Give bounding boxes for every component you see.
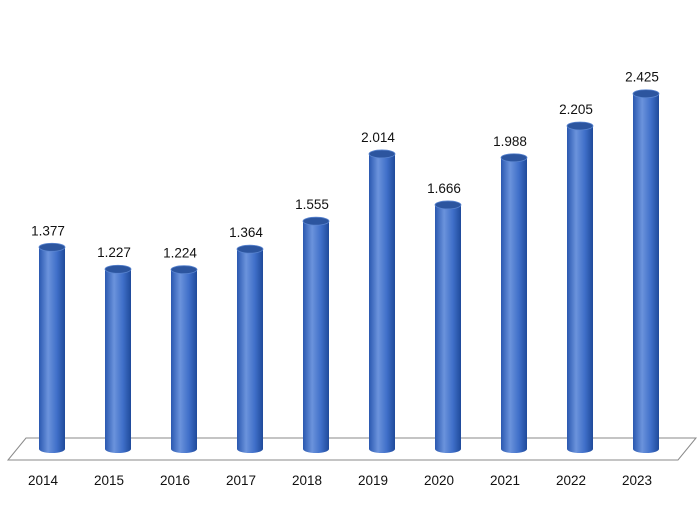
x-axis-ticks: 2014 2015 2016 2017 2018 2019 2020 2021 2022 2023 xyxy=(28,473,652,488)
bar-body xyxy=(171,269,197,453)
bar-top xyxy=(170,265,198,275)
x-tick-label: 2017 xyxy=(226,473,256,488)
value-labels-group: 1.377 1.227 1.224 1.364 1.555 2.014 1.666 1.988… xyxy=(31,70,659,261)
x-tick-label: 2016 xyxy=(160,473,190,488)
bar-2019 xyxy=(368,149,396,453)
bar-2015 xyxy=(104,264,132,453)
bar-2017 xyxy=(236,244,264,453)
value-label: 2.425 xyxy=(625,70,659,85)
x-tick-label: 2015 xyxy=(94,473,124,488)
x-tick-label: 2014 xyxy=(28,473,59,488)
bar-body xyxy=(567,125,593,453)
value-label: 1.364 xyxy=(229,225,263,240)
bar-body xyxy=(105,269,131,453)
x-tick-label: 2022 xyxy=(556,473,586,488)
bar-top xyxy=(38,242,66,252)
bars-group xyxy=(38,89,660,454)
bar-body xyxy=(435,204,461,453)
x-tick-label: 2021 xyxy=(490,473,520,488)
bar-body xyxy=(39,247,65,453)
bar-top xyxy=(434,200,462,210)
value-label: 1.666 xyxy=(427,181,461,196)
value-label: 1.555 xyxy=(295,197,329,212)
x-tick-label: 2018 xyxy=(292,473,322,488)
x-tick-label: 2023 xyxy=(622,473,652,488)
bar-2020 xyxy=(434,200,462,453)
bar-body xyxy=(501,157,527,453)
bar-2016 xyxy=(170,265,198,453)
value-label: 1.988 xyxy=(493,134,527,149)
bar-body xyxy=(303,221,329,453)
bar-2014 xyxy=(38,242,66,453)
bar-top xyxy=(104,264,132,274)
x-tick-label: 2019 xyxy=(358,473,388,488)
bar-top xyxy=(368,149,396,159)
value-label: 1.224 xyxy=(163,246,197,261)
value-label: 2.014 xyxy=(361,130,395,145)
x-tick-label: 2020 xyxy=(424,473,454,488)
bar-top xyxy=(236,244,264,254)
value-label: 1.377 xyxy=(31,223,65,238)
bar-top xyxy=(632,89,660,99)
bar-2023 xyxy=(632,89,660,454)
bar-top xyxy=(566,121,594,131)
bar-2021 xyxy=(500,153,528,453)
value-label: 2.205 xyxy=(559,102,593,117)
value-label: 1.227 xyxy=(97,245,131,260)
bar-body xyxy=(633,93,659,454)
bar-2018 xyxy=(302,216,330,453)
bar-top xyxy=(500,153,528,163)
bar-body xyxy=(369,153,395,453)
bar-2022 xyxy=(566,121,594,453)
bar-top xyxy=(302,216,330,226)
bar-body xyxy=(237,249,263,453)
